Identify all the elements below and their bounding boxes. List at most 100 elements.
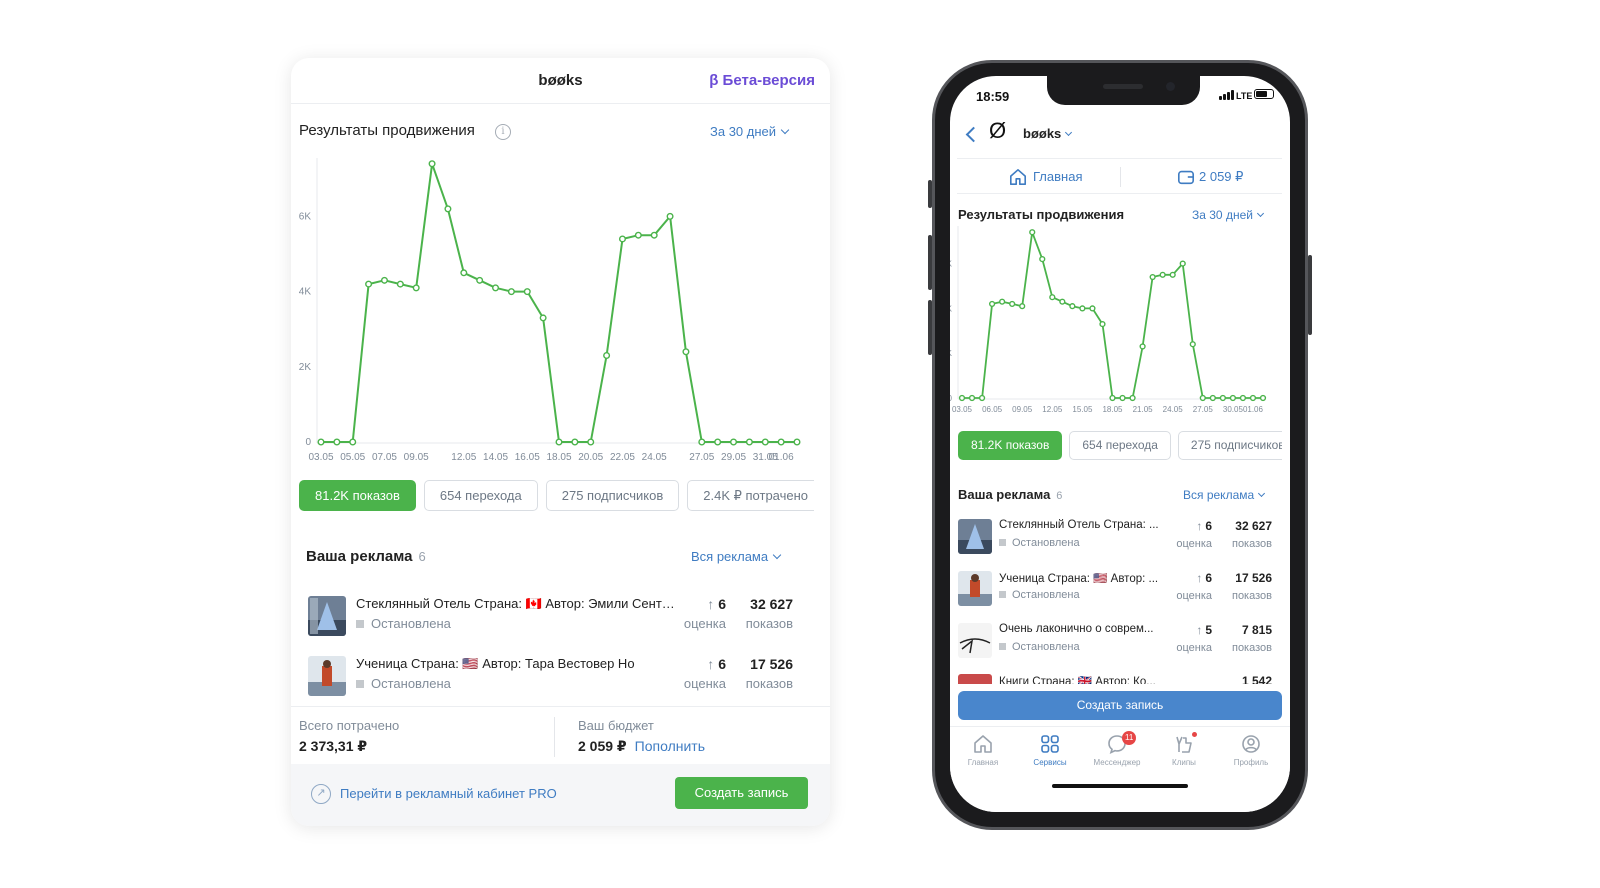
data-point	[349, 438, 357, 446]
period-selector[interactable]: За 30 дней	[1192, 208, 1264, 222]
x-tick-label: 09.05	[404, 452, 429, 463]
data-point	[698, 438, 706, 446]
x-tick-label: 24.05	[1163, 405, 1184, 414]
pill-clicks[interactable]: 654 перехода	[423, 480, 538, 511]
topup-link[interactable]: Пополнить	[634, 738, 706, 754]
pill-views[interactable]: 81.2K показов	[958, 431, 1063, 460]
data-point	[1259, 394, 1267, 402]
ad-title: Стеклянный Отель Страна: 🇨🇦 Автор: Эмили…	[356, 596, 678, 611]
data-point	[1129, 394, 1136, 402]
ad-row[interactable]: Ученица Страна: 🇺🇸 Автор: Тара Вестовер …	[308, 656, 808, 702]
arrow-up-icon: ↑	[1196, 519, 1203, 533]
data-point	[1209, 394, 1216, 402]
tabbar-clips[interactable]: Клипы	[1151, 732, 1217, 767]
create-post-button[interactable]: Создать запись	[958, 691, 1282, 720]
ad-row[interactable]: Стеклянный Отель Страна: ... Остановлена…	[958, 519, 1282, 563]
tab-home[interactable]: Главная	[1033, 169, 1083, 184]
data-point	[968, 394, 976, 402]
data-point	[396, 280, 404, 288]
divider	[1120, 167, 1121, 187]
ad-title: Стеклянный Отель Страна: ...	[999, 519, 1159, 531]
ad-row[interactable]: Ученица Страна: 🇺🇸 Автор: ... Остановлен…	[958, 571, 1282, 615]
ad-score: ↑ 6	[707, 656, 726, 672]
phone-side-button	[928, 235, 932, 290]
ad-status: Остановлена	[999, 589, 1080, 601]
tabbar-messenger[interactable]: 11 Мессенджер	[1084, 731, 1150, 767]
ads-section-title: Ваша реклама 6	[958, 487, 1063, 502]
data-point	[317, 438, 325, 446]
data-point	[539, 314, 547, 322]
tab-wallet[interactable]: 2 059 ₽	[1199, 169, 1244, 184]
data-point	[380, 276, 388, 284]
ad-row[interactable]: Очень лаконично о соврем... Остановлена …	[958, 623, 1282, 667]
data-point	[571, 438, 579, 446]
pill-subscribers[interactable]: 275 подписчиков	[545, 480, 680, 511]
x-tick-label: 21.05	[1133, 405, 1154, 414]
status-time: 18:59	[976, 89, 1010, 104]
community-selector[interactable]: bøøks	[1023, 126, 1073, 141]
beta-link[interactable]: β Бета-версия	[709, 72, 815, 89]
y-tick-label: 6K	[299, 211, 312, 222]
x-tick-label: 01.06	[769, 452, 794, 463]
arrow-up-icon: ↑	[707, 596, 715, 612]
ad-title: Ученица Страна: 🇺🇸 Автор: Тара Вестовер …	[356, 656, 635, 671]
tabbar-label: Сервисы	[1033, 758, 1067, 767]
pill-views[interactable]: 81.2K показов	[299, 480, 416, 511]
data-point	[1159, 271, 1166, 278]
tabbar-home[interactable]: Главная	[950, 733, 1016, 767]
data-point	[634, 231, 642, 239]
ad-score-label: оценка	[683, 676, 726, 691]
create-post-button[interactable]: Создать запись	[675, 777, 808, 809]
panel-footer: ↗ Перейти в рекламный кабинет PRO Создат…	[291, 764, 830, 826]
x-tick-label: 18.05	[546, 452, 571, 463]
x-tick-label: 01.06	[1243, 405, 1264, 414]
series-line	[321, 162, 797, 443]
y-tick-label: 0	[950, 394, 953, 403]
ad-score-label: оценка	[1176, 538, 1212, 550]
divider	[554, 717, 555, 757]
tabbar-label: Клипы	[1172, 758, 1196, 767]
x-tick-label: 27.05	[1193, 405, 1214, 414]
panel-header: bøøks β Бета-версия	[291, 58, 830, 104]
ad-score: ↑ 6	[1196, 519, 1212, 533]
ad-cover-image	[958, 519, 992, 554]
y-tick-label: 2K	[950, 349, 953, 358]
data-point	[1139, 343, 1146, 350]
x-tick-label: 30.05	[1223, 405, 1244, 414]
x-tick-label: 12.05	[1042, 405, 1063, 414]
x-tick-label: 31.05	[753, 452, 778, 463]
x-tick-label: 06.05	[982, 405, 1003, 414]
all-ads-link[interactable]: Вся реклама	[691, 549, 782, 564]
ad-status: Остановлена	[999, 641, 1080, 653]
ad-row[interactable]: Стеклянный Отель Страна: 🇨🇦 Автор: Эмили…	[308, 596, 808, 642]
tabbar-profile[interactable]: Профиль	[1218, 733, 1284, 767]
x-tick-label: 20.05	[578, 452, 603, 463]
data-point	[1009, 300, 1016, 308]
data-point	[1069, 303, 1076, 310]
data-point	[587, 438, 595, 446]
period-label: За 30 дней	[710, 124, 777, 139]
data-point	[555, 438, 563, 446]
data-point	[603, 352, 611, 360]
phone-tabs: Главная 2 059 ₽	[957, 158, 1282, 194]
ads-section-title: Ваша реклама 6	[306, 548, 426, 565]
info-icon[interactable]: i	[495, 124, 511, 140]
data-point	[1109, 394, 1116, 402]
back-icon[interactable]	[965, 126, 982, 143]
pill-subscribers[interactable]: 275 подписчиков	[1177, 431, 1282, 460]
pro-cabinet-link[interactable]: Перейти в рекламный кабинет PRO	[340, 786, 557, 801]
tabbar-label: Главная	[967, 758, 999, 767]
pill-spent[interactable]: 2.4K ₽ потрачено	[687, 480, 814, 511]
network-label: LTE	[1236, 91, 1253, 101]
data-point	[777, 438, 785, 446]
pill-clicks[interactable]: 654 перехода	[1069, 431, 1171, 460]
all-ads-link[interactable]: Вся реклама	[1183, 488, 1266, 502]
new-dot	[1192, 732, 1197, 737]
budget-value: 2 059 ₽ Пополнить	[578, 738, 706, 754]
data-point	[666, 212, 674, 220]
arrow-up-icon: ↑	[707, 656, 715, 672]
data-point	[1169, 271, 1176, 278]
period-selector[interactable]: За 30 дней	[710, 124, 790, 139]
ad-row[interactable]: Книги Страна: 🇬🇧 Автор: Ко... 1 542	[958, 674, 1282, 684]
tabbar-services[interactable]: Сервисы	[1017, 733, 1083, 767]
